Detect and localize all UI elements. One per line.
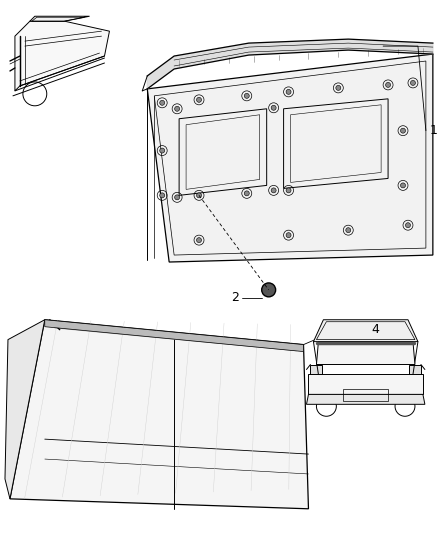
Text: 1: 1	[430, 124, 438, 137]
Circle shape	[160, 148, 165, 153]
Circle shape	[336, 85, 341, 91]
Circle shape	[286, 90, 291, 94]
Circle shape	[197, 238, 201, 243]
Circle shape	[286, 188, 291, 193]
Circle shape	[197, 98, 201, 102]
Polygon shape	[147, 54, 433, 262]
Polygon shape	[314, 320, 418, 342]
Polygon shape	[30, 16, 89, 21]
Circle shape	[175, 195, 180, 200]
Circle shape	[271, 106, 276, 110]
Circle shape	[400, 128, 406, 133]
Text: 2: 2	[231, 292, 239, 304]
Polygon shape	[15, 21, 110, 91]
Circle shape	[160, 193, 165, 198]
Circle shape	[346, 228, 351, 233]
Circle shape	[406, 223, 410, 228]
Circle shape	[271, 188, 276, 193]
Circle shape	[197, 193, 201, 198]
Circle shape	[160, 100, 165, 106]
Circle shape	[244, 191, 249, 196]
Polygon shape	[10, 320, 308, 509]
Circle shape	[261, 283, 276, 297]
Circle shape	[244, 93, 249, 98]
Polygon shape	[316, 342, 415, 365]
Bar	[409, 365, 421, 392]
Bar	[311, 365, 322, 392]
Polygon shape	[308, 375, 423, 394]
Circle shape	[175, 106, 180, 111]
Polygon shape	[45, 320, 304, 352]
Circle shape	[410, 80, 415, 85]
Circle shape	[385, 83, 391, 87]
Text: 4: 4	[371, 323, 379, 336]
Circle shape	[286, 233, 291, 238]
Polygon shape	[307, 394, 425, 405]
Polygon shape	[147, 39, 433, 89]
Polygon shape	[5, 320, 45, 499]
Circle shape	[400, 183, 406, 188]
